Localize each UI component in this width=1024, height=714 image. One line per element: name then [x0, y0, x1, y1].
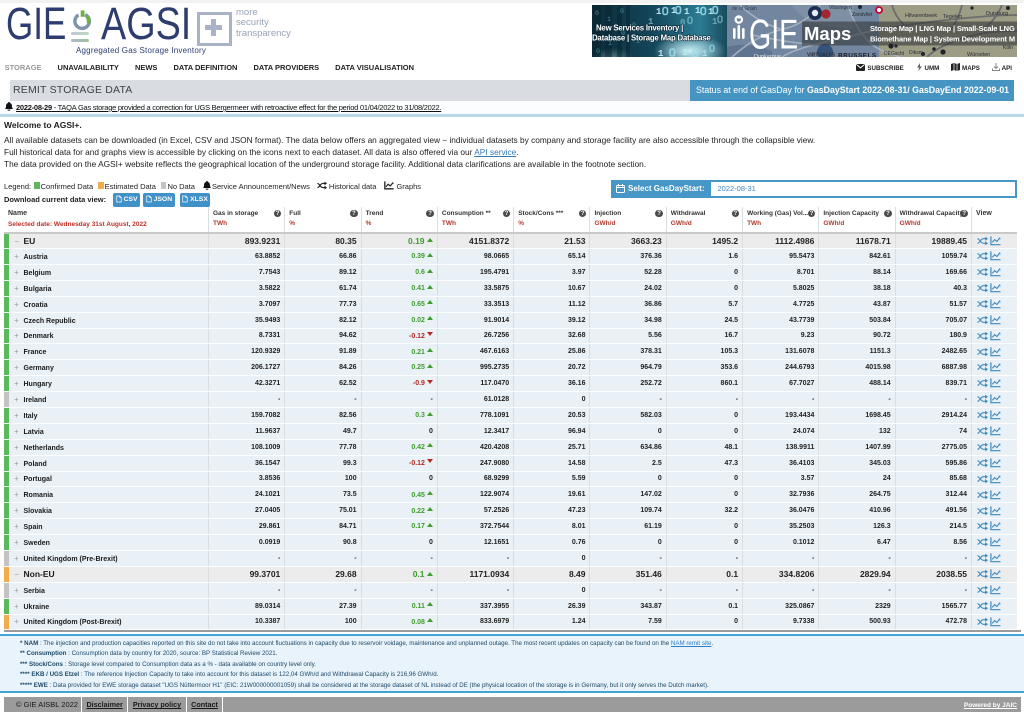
svg-text:0: 0 [595, 10, 599, 17]
svg-text:1: 1 [682, 48, 688, 57]
svg-text:BRUSSELS: BRUSSELS [838, 52, 877, 57]
svg-text:DEGscht: DEGscht [884, 51, 905, 57]
svg-text:Storage Map | LNG Map | Small-: Storage Map | LNG Map | Small-Scale LNG [870, 24, 1015, 33]
svg-text:1: 1 [648, 17, 654, 27]
svg-text:VIRTUALYS: VIRTUALYS [807, 52, 836, 57]
svg-text:1: 1 [636, 38, 640, 45]
svg-text:1: 1 [702, 49, 708, 57]
svg-text:GIE: GIE [749, 9, 798, 56]
svg-text:1: 1 [601, 26, 605, 33]
svg-text:1: 1 [708, 7, 714, 17]
svg-text:Würselen: Würselen [967, 52, 990, 57]
svg-text:Database | Storage Map Databas: Database | Storage Map Database [592, 33, 711, 42]
svg-text:1: 1 [608, 40, 612, 47]
svg-text:1: 1 [684, 7, 690, 17]
svg-text:0: 0 [596, 48, 600, 55]
svg-text:0: 0 [680, 18, 685, 28]
svg-text:1: 1 [658, 49, 664, 57]
svg-text:0: 0 [632, 22, 636, 29]
svg-text:Hilvarenbeek: Hilvarenbeek [905, 13, 937, 19]
svg-text:de of Grain: de of Grain [732, 6, 757, 12]
svg-text:Vlissingen: Vlissingen [829, 5, 852, 11]
svg-text:New Services Inventory |: New Services Inventory | [596, 23, 683, 32]
svg-text:1: 1 [695, 6, 701, 16]
svg-text:1: 1 [607, 16, 611, 23]
svg-text:Diksm: Diksm [909, 50, 923, 56]
svg-text:1: 1 [656, 7, 662, 17]
svg-text:Köln: Köln [1003, 45, 1013, 51]
svg-text:1: 1 [671, 6, 677, 16]
svg-text:Biomethane Map | System Develo: Biomethane Map | System Development M [870, 34, 1015, 43]
svg-text:Dunkerque: Dunkerque [754, 54, 781, 57]
svg-text:1: 1 [712, 17, 718, 27]
svg-text:Maps: Maps [804, 23, 851, 44]
svg-text:Tegelen: Tegelen [943, 14, 962, 20]
svg-text:Zandvliet: Zandvliet [852, 12, 873, 18]
svg-text:Duisburg: Duisburg [986, 11, 1008, 17]
svg-text:0: 0 [620, 8, 624, 15]
svg-text:0: 0 [621, 30, 625, 37]
